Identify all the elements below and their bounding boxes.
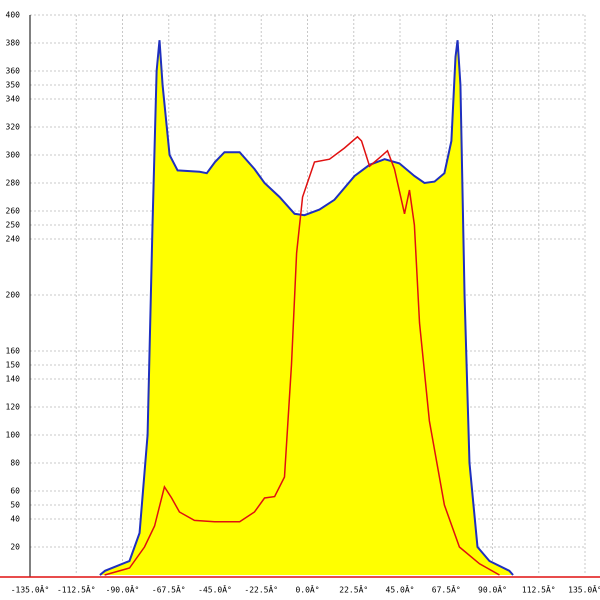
x-tick-label: -45.0Â° bbox=[198, 584, 232, 595]
y-tick-label: 40 bbox=[10, 515, 20, 524]
x-tick-label: 90.0Â° bbox=[478, 584, 507, 595]
y-tick-label: 100 bbox=[6, 431, 21, 440]
y-tick-label: 60 bbox=[10, 487, 20, 496]
y-tick-label: 340 bbox=[6, 95, 21, 104]
y-tick-label: 200 bbox=[6, 291, 21, 300]
y-tick-label: 120 bbox=[6, 403, 21, 412]
x-tick-label: 0.0Â° bbox=[295, 584, 319, 595]
x-tick-label: -22.5Â° bbox=[244, 584, 278, 595]
y-tick-label: 300 bbox=[6, 151, 21, 160]
x-tick-label: -90.0Â° bbox=[106, 584, 140, 595]
x-tick-label: -135.0Â° bbox=[11, 584, 50, 595]
y-tick-label: 260 bbox=[6, 207, 21, 216]
x-tick-label: 22.5Â° bbox=[339, 584, 368, 595]
y-tick-label: 280 bbox=[6, 179, 21, 188]
x-tick-label: 67.5Â° bbox=[432, 584, 461, 595]
x-tick-label: -112.5Â° bbox=[57, 584, 96, 595]
y-tick-label: 400 bbox=[6, 11, 21, 20]
x-tick-label: 112.5Â° bbox=[522, 584, 556, 595]
x-tick-label: 135.0Â° bbox=[568, 584, 600, 595]
y-tick-label: 80 bbox=[10, 459, 20, 468]
x-tick-label: -67.5Â° bbox=[152, 584, 186, 595]
y-tick-label: 360 bbox=[6, 67, 21, 76]
y-tick-label: 20 bbox=[10, 543, 20, 552]
area-fill bbox=[99, 40, 514, 575]
y-tick-label: 350 bbox=[6, 81, 21, 90]
area-line bbox=[99, 40, 514, 576]
y-tick-label: 160 bbox=[6, 347, 21, 356]
y-tick-label: 320 bbox=[6, 123, 21, 132]
x-tick-label: 45.0Â° bbox=[386, 584, 415, 595]
y-tick-label: 250 bbox=[6, 221, 21, 230]
y-tick-label: 240 bbox=[6, 235, 21, 244]
y-tick-label: 150 bbox=[6, 361, 21, 370]
y-tick-label: 50 bbox=[10, 501, 20, 510]
line bbox=[104, 135, 500, 576]
y-tick-label: 140 bbox=[6, 375, 21, 384]
y-tick-label: 380 bbox=[6, 39, 21, 48]
